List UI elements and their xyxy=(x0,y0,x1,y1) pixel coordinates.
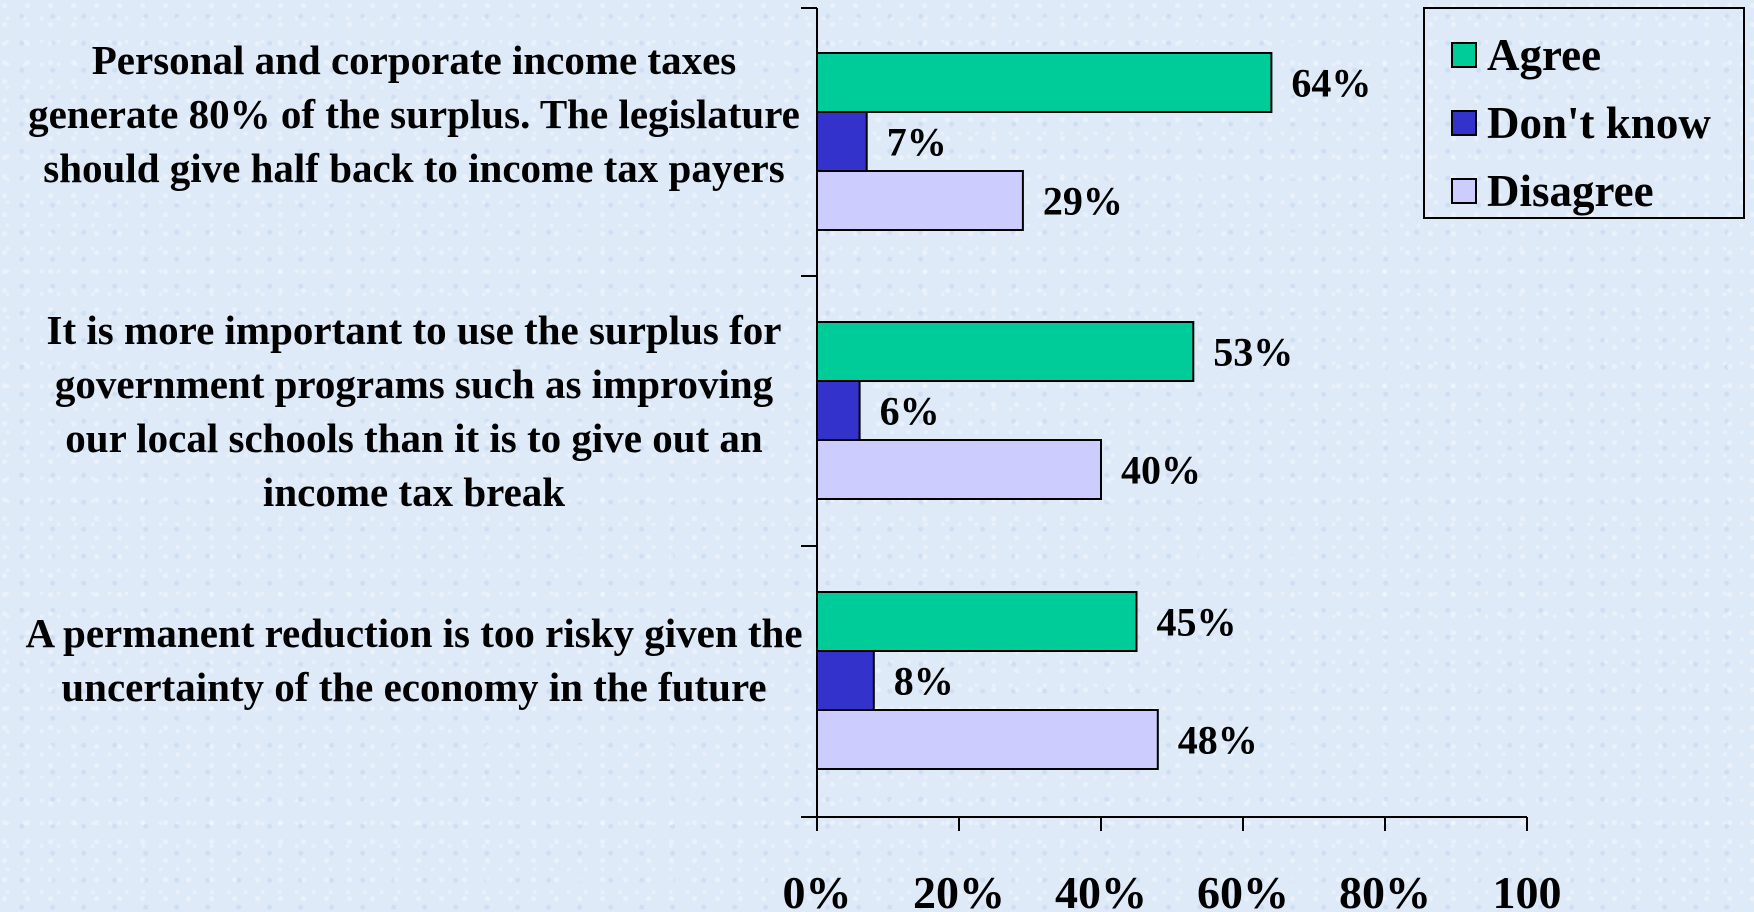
data-label-disagree-2: 40% xyxy=(1121,448,1201,493)
legend-swatch-agree xyxy=(1451,42,1477,68)
bar-disagree-1 xyxy=(816,170,1024,231)
bars-layer xyxy=(816,52,1273,770)
axis-layer xyxy=(801,7,1528,831)
data-label-disagree-3: 48% xyxy=(1178,718,1258,763)
legend-item-disagree: Disagree xyxy=(1451,165,1654,217)
bar-agree-1 xyxy=(816,52,1273,113)
bar-agree-3 xyxy=(816,591,1138,652)
bar-disagree-3 xyxy=(816,709,1159,770)
labels-layer: 64% 7% 29% 53% 6% 40% 45% 8% 48% 0% 20% 40% 60% 80% 10… xyxy=(783,61,1562,912)
x-tick-label-0: 0% xyxy=(783,867,852,912)
data-label-agree-2: 53% xyxy=(1213,330,1293,375)
legend-swatch-disagree xyxy=(1451,178,1477,204)
bar-disagree-2 xyxy=(816,439,1102,500)
bar-agree-2 xyxy=(816,321,1195,382)
legend-item-agree: Agree xyxy=(1451,29,1601,81)
category-label-2: It is more important to use the surplus … xyxy=(46,307,782,515)
legend-label-agree: Agree xyxy=(1487,30,1602,80)
bar-dont-know-1 xyxy=(816,111,868,172)
data-label-agree-3: 45% xyxy=(1157,600,1237,645)
x-tick-label-40: 40% xyxy=(1055,867,1147,912)
data-label-dont-know-1: 7% xyxy=(887,120,947,165)
data-label-agree-1: 64% xyxy=(1291,61,1371,106)
data-label-disagree-1: 29% xyxy=(1043,179,1123,224)
legend-swatch-dont-know xyxy=(1451,110,1477,136)
data-label-dont-know-3: 8% xyxy=(894,659,954,704)
legend: Agree Don't know Disagree xyxy=(1423,7,1745,219)
x-tick-label-60: 60% xyxy=(1197,867,1289,912)
legend-label-dont-know: Don't know xyxy=(1487,98,1711,148)
legend-item-dont-know: Don't know xyxy=(1451,97,1711,149)
x-tick-label-80: 80% xyxy=(1339,867,1431,912)
bar-dont-know-2 xyxy=(816,380,861,441)
data-label-dont-know-2: 6% xyxy=(880,389,940,434)
legend-label-disagree: Disagree xyxy=(1487,166,1654,216)
category-label-3: A permanent reduction is too risky given… xyxy=(25,610,803,710)
x-tick-label-20: 20% xyxy=(913,867,1005,912)
x-tick-label-100: 100 xyxy=(1493,867,1562,912)
bar-dont-know-3 xyxy=(816,650,875,711)
category-label-1: Personal and corporate income taxes gene… xyxy=(28,37,800,191)
